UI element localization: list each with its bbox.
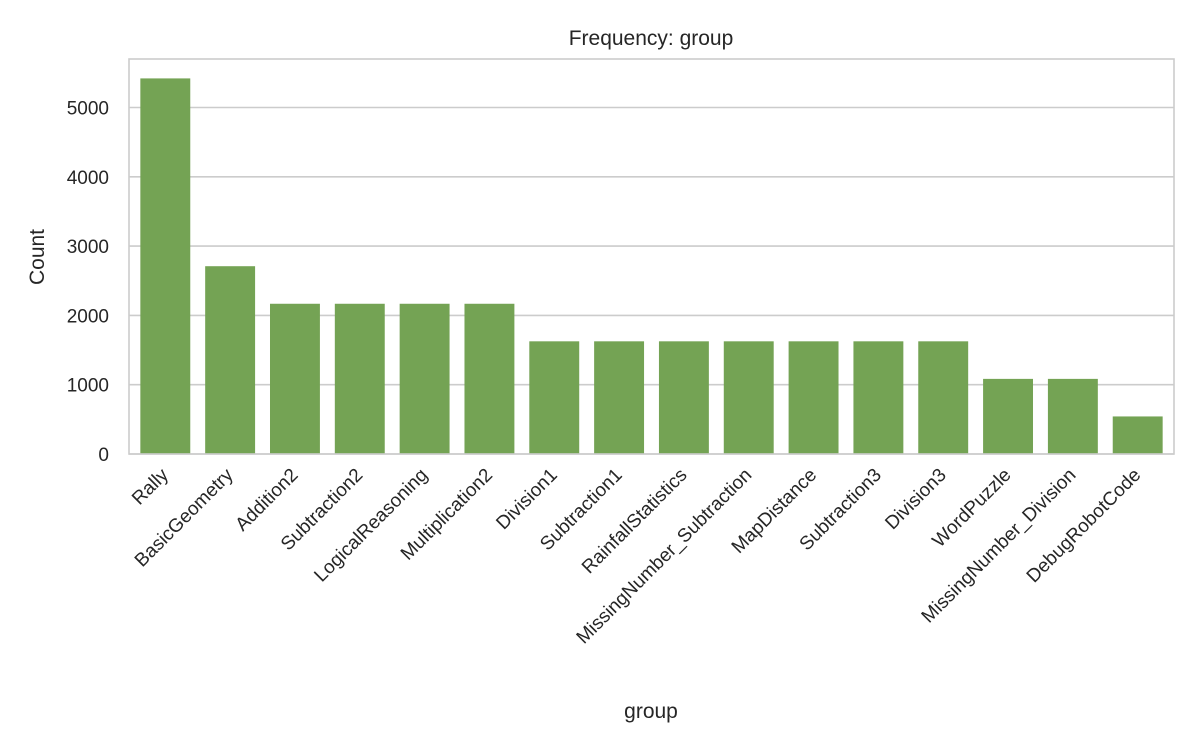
y-axis-title: Count — [26, 229, 49, 285]
bar-wordpuzzle — [983, 378, 1034, 454]
y-tick-label: 5000 — [67, 99, 109, 120]
bar-missingnumber_subtraction — [723, 341, 774, 454]
x-tick-label: DebugRobotCode — [1023, 465, 1145, 587]
x-tick-label: Division3 — [881, 465, 950, 534]
y-tick-label: 4000 — [67, 168, 109, 189]
y-tick-labels: 0 1000 2000 3000 4000 5000 — [67, 99, 109, 466]
bar-subtraction1 — [594, 341, 645, 454]
y-tick-label: 3000 — [67, 237, 109, 258]
x-tick-label: LogicalReasoning — [310, 465, 432, 587]
bar-division1 — [529, 341, 580, 454]
bar-rally — [140, 78, 191, 455]
bar-missingnumber_division — [1047, 378, 1098, 454]
bar-rainfallstatistics — [658, 341, 709, 454]
bar-division3 — [918, 341, 969, 454]
chart-title: Frequency: group — [569, 27, 734, 50]
bar-addition2 — [269, 303, 320, 454]
bar-mapdistance — [788, 341, 839, 454]
y-tick-label: 2000 — [67, 306, 109, 327]
bar-debugrobotcode — [1112, 416, 1163, 454]
bar-subtraction3 — [853, 341, 904, 454]
bar-basicgeometry — [205, 266, 256, 454]
x-tick-label: Rally — [128, 464, 173, 509]
y-tick-label: 0 — [98, 445, 109, 466]
bar-multiplication2 — [464, 303, 515, 454]
x-tick-label: Division1 — [492, 465, 561, 534]
x-axis-title: group — [624, 700, 678, 723]
bars — [140, 78, 1163, 455]
plot-frame — [128, 58, 1175, 455]
bar-subtraction2 — [334, 303, 385, 454]
bar-logicalreasoning — [399, 303, 450, 454]
x-tick-labels: RallyBasicGeometryAddition2Subtraction2L… — [128, 464, 1145, 648]
y-tick-label: 1000 — [67, 376, 109, 397]
